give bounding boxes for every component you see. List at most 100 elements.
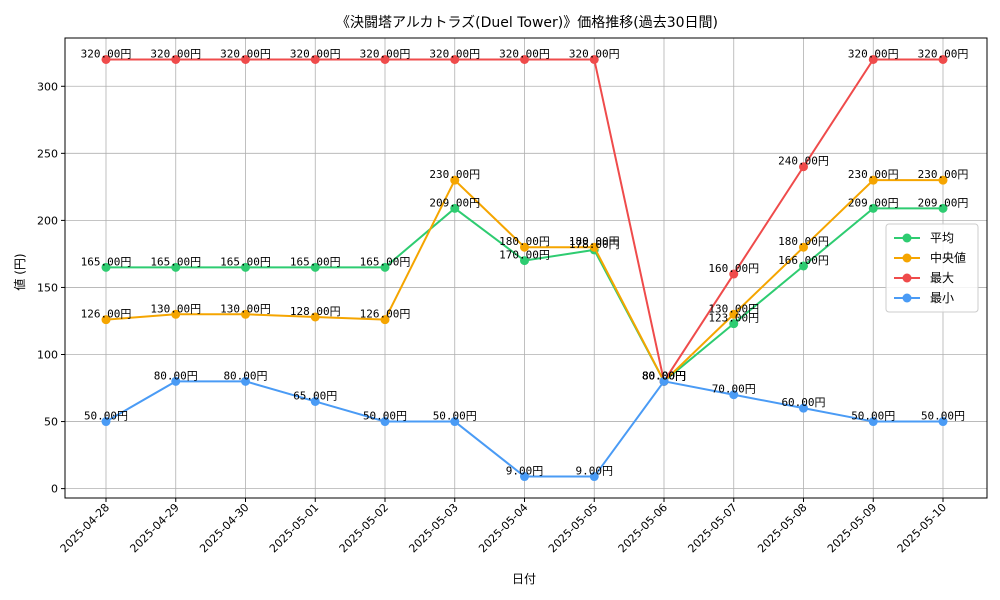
x-tick-label: 2025-04-28: [58, 501, 112, 555]
data-point: [520, 256, 529, 266]
data-point: [868, 175, 878, 185]
data-point: [101, 262, 111, 272]
data-label: 130.00円: [220, 302, 271, 315]
data-point: [310, 262, 320, 272]
data-point: [589, 472, 599, 482]
data-label: 230.00円: [429, 168, 480, 181]
data-point: [799, 403, 808, 413]
y-tick-label: 250: [37, 147, 58, 160]
data-label: 166.00円: [778, 254, 829, 267]
data-label: 180.00円: [499, 235, 550, 248]
legend-box: [885, 223, 979, 313]
data-label: 80.00円: [642, 369, 686, 382]
data-point: [450, 54, 460, 64]
legend-label: 平均: [930, 231, 954, 245]
data-point: [729, 390, 739, 400]
data-point: [171, 309, 181, 319]
data-point: [310, 312, 320, 322]
data-label: 123.00円: [708, 312, 759, 325]
data-label: 130.00円: [708, 302, 759, 315]
data-point: [799, 162, 808, 172]
data-point: [589, 54, 599, 64]
data-point: [310, 54, 320, 64]
data-point: [589, 242, 599, 252]
data-label: 126.00円: [81, 308, 132, 321]
data-point: [729, 309, 739, 319]
x-tick-label: 2025-05-02: [337, 501, 391, 555]
data-label: 170.00円: [499, 249, 550, 262]
x-tick-label: 2025-05-01: [267, 501, 321, 555]
data-point: [241, 54, 250, 64]
y-axis: 0 50 100 150 200 250 300: [37, 80, 65, 496]
data-label: 9.00円: [506, 465, 544, 478]
data-label: 320.00円: [848, 47, 899, 60]
data-label: 80.00円: [154, 369, 198, 382]
data-point: [938, 175, 948, 185]
data-point: [729, 269, 739, 279]
data-label: 320.00円: [290, 47, 341, 60]
data-point: [868, 417, 878, 427]
data-point: [938, 417, 948, 427]
data-label: 50.00円: [921, 410, 965, 423]
legend-swatch-marker: [902, 293, 912, 303]
data-labels: 165.00円 165.00円 165.00円 165.00円 165.00円 209.0…: [81, 47, 969, 477]
data-label: 320.00円: [220, 47, 271, 60]
data-point: [380, 417, 390, 427]
y-tick-label: 200: [37, 214, 58, 227]
x-tick-label: 2025-05-09: [825, 501, 879, 555]
y-tick-label: 150: [37, 281, 58, 294]
data-label: 80.00円: [642, 369, 686, 382]
data-label: 9.00円: [576, 465, 614, 478]
chart-title: 《決闘塔アルカトラズ(Duel Tower)》価格推移(過去30日間): [336, 15, 718, 31]
x-tick-label: 2025-05-10: [895, 501, 949, 555]
data-label: 50.00円: [851, 410, 895, 423]
data-point: [171, 54, 181, 64]
legend-swatch-marker: [902, 233, 912, 243]
data-label: 50.00円: [84, 410, 128, 423]
data-label: 320.00円: [918, 47, 969, 60]
data-point: [101, 54, 111, 64]
y-axis-label: 値 (円): [12, 253, 27, 290]
data-label: 320.00円: [569, 47, 620, 60]
data-label: 80.00円: [642, 369, 686, 382]
data-point: [450, 203, 460, 213]
x-tick-label: 2025-05-06: [616, 501, 670, 555]
data-label: 165.00円: [360, 255, 411, 268]
data-point: [868, 203, 878, 213]
data-point: [380, 315, 390, 325]
data-label: 320.00円: [150, 47, 201, 60]
data-point: [241, 376, 250, 386]
data-point: [520, 472, 529, 482]
data-label: 320.00円: [81, 47, 132, 60]
data-point: [868, 54, 878, 64]
data-point: [659, 376, 669, 386]
x-tick-label: 2025-05-07: [685, 501, 739, 555]
y-tick-label: 100: [37, 349, 58, 362]
y-tick-label: 0: [51, 483, 58, 496]
data-point: [171, 262, 181, 272]
data-label: 60.00円: [781, 396, 825, 409]
plot-frame: [64, 37, 988, 499]
data-point: [799, 242, 808, 252]
data-label: 209.00円: [429, 196, 480, 209]
data-point: [520, 54, 529, 64]
data-label: 320.00円: [429, 47, 480, 60]
data-point: [241, 262, 250, 272]
data-label: 70.00円: [712, 383, 756, 396]
legend-label: 最小: [930, 291, 954, 305]
data-point: [171, 376, 181, 386]
x-tick-label: 2025-05-04: [476, 501, 530, 555]
data-point: [450, 175, 460, 185]
data-point: [520, 242, 529, 252]
x-tick-label: 2025-04-30: [197, 501, 251, 555]
legend-swatch-marker: [902, 253, 912, 263]
x-axis: 2025-04-28 2025-04-29 2025-04-30 2025-05-01…: [58, 498, 949, 555]
data-label: 165.00円: [290, 255, 341, 268]
data-label: 128.00円: [290, 305, 341, 318]
x-tick-label: 2025-04-29: [127, 501, 181, 555]
data-label: 80.00円: [642, 369, 686, 382]
data-point: [729, 319, 739, 329]
y-tick-label: 300: [37, 80, 58, 93]
